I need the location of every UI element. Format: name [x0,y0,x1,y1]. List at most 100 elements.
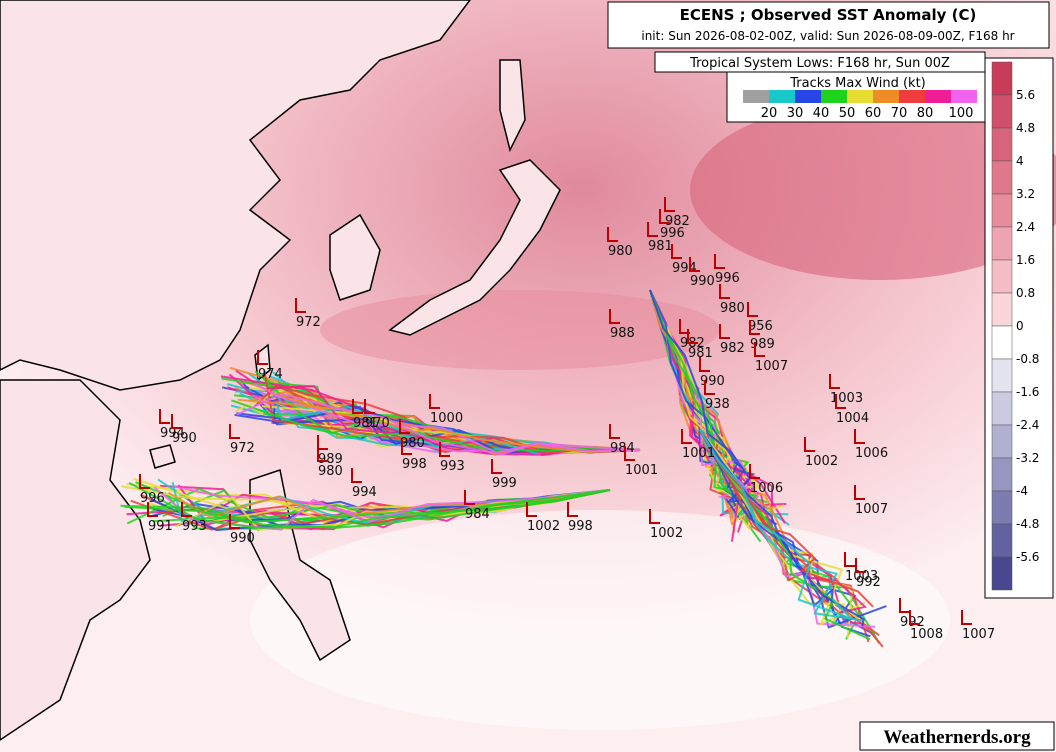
low-marker [679,319,690,334]
pressure-label: 992 [856,575,881,590]
pressure-label: 1006 [855,446,888,461]
wind-color [951,90,977,103]
low-marker [649,509,660,524]
colorbar-bin [991,490,1013,525]
low-marker [491,459,502,474]
pressure-label: 1004 [836,411,869,426]
wind-color [743,90,769,103]
colorbar-tick-label: -1.6 [1016,385,1039,399]
subtitle: init: Sun 2026-08-02-00Z, valid: Sun 202… [641,29,1014,43]
pressure-label: 999 [492,476,517,491]
low-marker [401,440,412,455]
pressure-label: 970 [365,416,390,431]
low-marker [257,350,268,365]
colorbar-tick-label: -2.4 [1016,418,1039,432]
colorbar-bin [991,127,1013,162]
sst-anomaly [690,100,1056,280]
low-marker [829,374,840,389]
pressure-label: 990 [230,531,255,546]
pressure-label: 1002 [527,519,560,534]
colorbar-tick-label: 5.6 [1016,88,1035,102]
pressure-label: 1007 [755,359,788,374]
credit-box [859,721,1055,751]
colorbar-bin [991,457,1013,492]
pressure-label: 1002 [805,454,838,469]
low-marker [704,380,715,395]
pressure-label: 981 [648,239,673,254]
pressure-label: 981 [688,346,713,361]
low-marker [607,227,618,242]
track [699,429,852,620]
colorbar-bin [991,259,1013,294]
colorbar-tick-label: 0 [1016,319,1024,333]
low-marker [159,409,170,424]
credit: Weathernerds.org [883,727,1031,748]
pressure-label: 996 [715,271,740,286]
colorbar-bin [991,391,1013,426]
low-marker [429,394,440,409]
colorbar-bin [991,325,1013,360]
wind-color [821,90,847,103]
colorbar-tick-label: 0.8 [1016,286,1035,300]
pressure-label: 989 [318,452,343,467]
low-marker [399,419,410,434]
pressure-label: 990 [690,274,715,289]
colorbar-bin [991,523,1013,558]
low-marker [609,424,620,439]
low-marker [295,298,306,313]
low-marker [687,329,698,344]
wind-tick-label: 100 [949,106,974,121]
pressure-label: 988 [610,326,635,341]
colorbar-tick-label: -4 [1016,484,1028,498]
wind-color [899,90,925,103]
low-marker [749,320,760,335]
pressure-label: 981 [353,416,378,431]
track [649,289,747,521]
low-marker [804,437,815,452]
low-marker [855,558,866,573]
colorbar-tick-label: -4.8 [1016,517,1039,531]
low-marker [464,490,475,505]
pressure-label: 980 [400,436,425,451]
track [237,398,641,454]
pressure-label: 1008 [910,627,943,642]
wind-tick-label: 30 [787,106,804,121]
pressure-label: 1003 [845,569,878,584]
pressure-label: 996 [660,226,685,241]
pressure-label: 982 [665,214,690,229]
low-marker [664,197,675,212]
tracks [120,289,887,648]
colorbar-bin [991,358,1013,393]
colorbar-bin [991,292,1013,327]
pressure-label: 1002 [650,526,683,541]
low-marker [647,222,658,237]
wind-tick-label: 20 [761,106,778,121]
pressure-label: 990 [700,374,725,389]
colorbar-tick-label: -5.6 [1016,550,1039,564]
low-marker [854,429,865,444]
pressure-label: 1003 [830,391,863,406]
wind-tick-label: 70 [891,106,908,121]
track [236,392,641,456]
track [699,429,871,641]
wind-tick-label: 80 [917,106,934,121]
pressure-label: 994 [160,426,185,441]
low-marker [714,254,725,269]
pressure-label: 980 [608,244,633,259]
pressure-label: 993 [182,519,207,534]
low-marker [754,342,765,357]
track [124,489,611,524]
low-marker [567,502,578,517]
pressure-label: 993 [440,459,465,474]
colorbar-bin [991,424,1013,459]
header-box [607,1,1050,49]
colorbar-tick-label: -3.2 [1016,451,1039,465]
pressure-label: 1007 [962,627,995,642]
colorbar-tick-label: 1.6 [1016,253,1035,267]
wind-color [769,90,795,103]
pressure-label: 1001 [625,463,658,478]
pressure-label: 984 [465,507,490,522]
low-marker [719,284,730,299]
low-marker [229,514,240,529]
low-marker [671,244,682,259]
